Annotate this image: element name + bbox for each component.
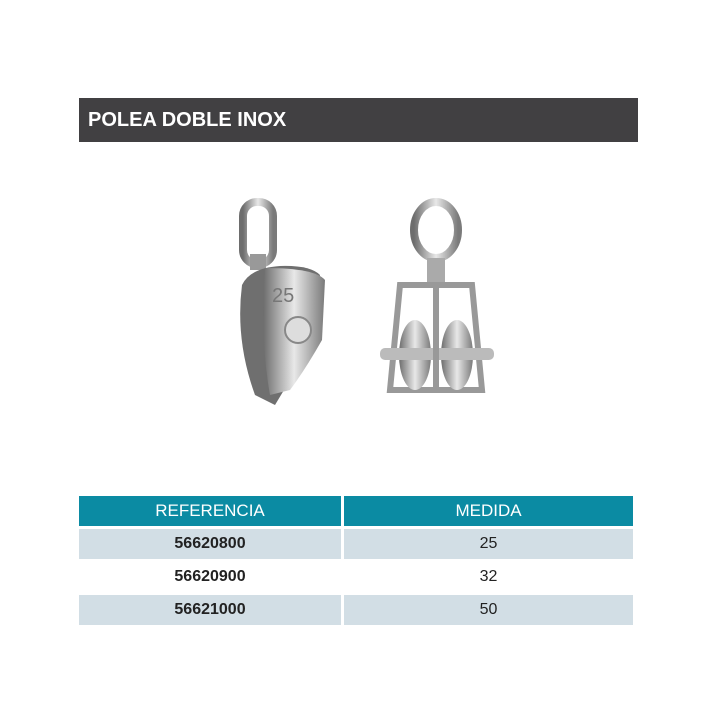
column-header-medida: MEDIDA [344,496,633,526]
table-header-row: REFERENCIA MEDIDA [79,496,633,526]
cell-medida: 25 [344,529,633,559]
column-header-referencia: REFERENCIA [79,496,341,526]
cell-medida: 32 [479,568,498,585]
page-title: POLEA DOBLE INOX [79,98,638,142]
cell-referencia: 56621000 [79,595,341,625]
table-row: 56620800 25 [79,529,633,559]
engraving-text: 25 [272,285,294,307]
product-image-pulley: 25 [239,198,494,405]
table-row: 56620900 32 [79,562,633,592]
cell-referencia: 56620900 [174,568,246,585]
pulley-front-view [380,198,494,393]
cell-referencia: 56620800 [79,529,341,559]
pulley-side-view: 25 [239,198,325,405]
table-row: 56621000 50 [79,595,633,625]
cell-medida: 50 [344,595,633,625]
product-table: REFERENCIA MEDIDA 56620800 25 56620900 3… [76,493,636,628]
